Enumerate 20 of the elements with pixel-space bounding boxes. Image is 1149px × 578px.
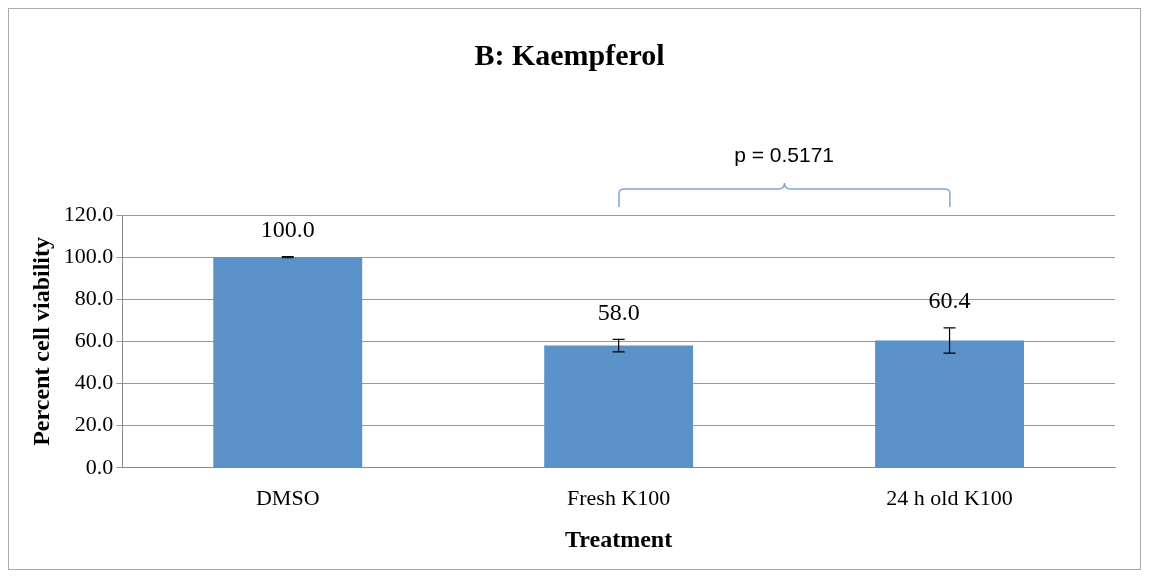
x-tick-label: Fresh K100	[567, 484, 671, 510]
data-label: 100.0	[260, 215, 315, 242]
bar	[875, 340, 1024, 468]
x-tick-label: DMSO	[255, 484, 320, 510]
y-tick-label: 0.0	[85, 453, 114, 479]
y-tick-label: 40.0	[74, 369, 114, 395]
bar	[213, 257, 363, 468]
chart-title: B: Kaempferol	[474, 37, 665, 71]
y-tick-label: 60.0	[74, 327, 114, 353]
x-tick-label: 24 h old K100	[886, 484, 1013, 510]
y-tick-label: 120.0	[63, 200, 114, 226]
x-axis-title: Treatment	[565, 525, 673, 552]
y-tick-label: 20.0	[74, 411, 114, 437]
y-tick-label: 80.0	[74, 285, 114, 311]
y-axis-title: Percent cell viability	[27, 236, 54, 446]
bar	[544, 345, 694, 468]
data-label: 60.4	[928, 287, 971, 314]
data-label: 58.0	[597, 298, 640, 325]
y-tick-label: 100.0	[63, 242, 114, 268]
text: p = 0.5171	[733, 143, 835, 167]
